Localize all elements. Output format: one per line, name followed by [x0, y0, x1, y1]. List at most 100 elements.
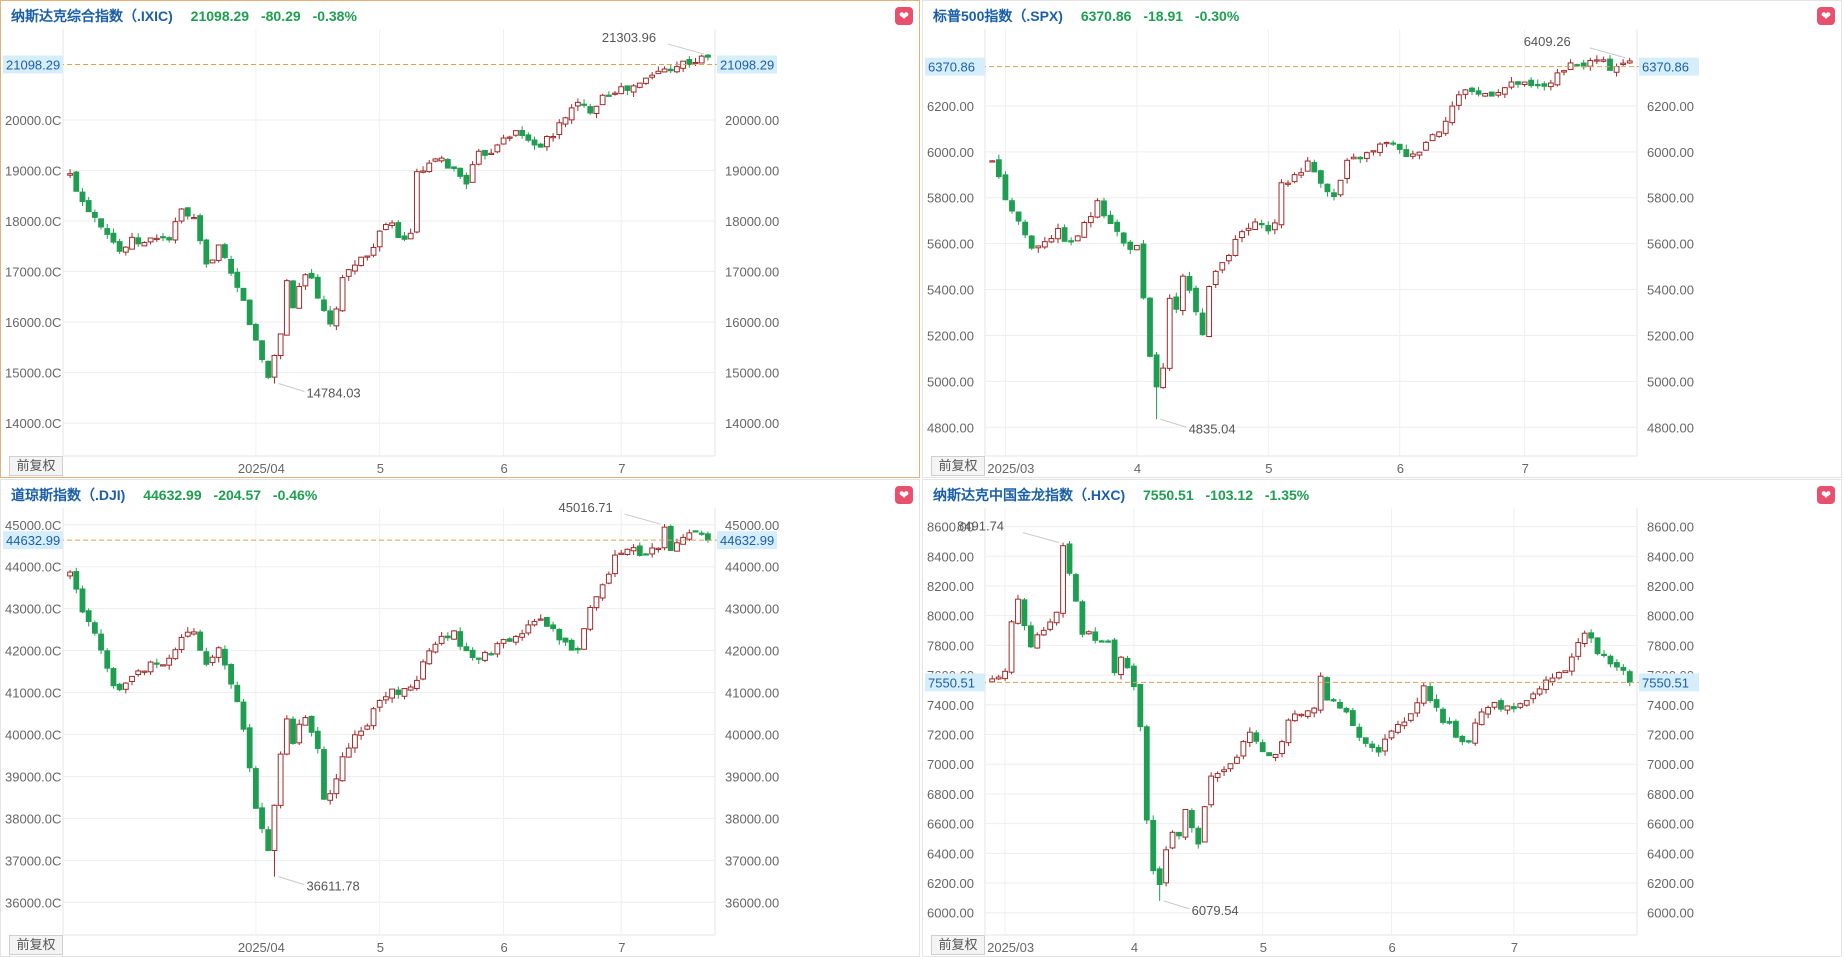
candle	[209, 654, 216, 666]
candle	[1504, 705, 1511, 715]
candle	[395, 220, 402, 238]
candle	[209, 259, 216, 264]
candle	[680, 534, 687, 545]
candlestick-chart[interactable]: 36000.0C 36000.00 37000.0C 37000.00 38000.0C…	[1, 480, 920, 957]
y-tick-label-right: 5600.00	[1647, 237, 1694, 252]
x-tick-label: 5	[377, 940, 384, 955]
candle	[1588, 629, 1595, 643]
candle	[1225, 253, 1232, 265]
heart-icon[interactable]: ❤	[895, 486, 913, 504]
candle	[302, 715, 309, 726]
candle	[296, 719, 303, 746]
y-tick-label-left: 36000.0C	[5, 895, 61, 910]
candle	[401, 688, 408, 700]
y-tick-label-left: 14000.0C	[5, 416, 61, 431]
current-price-tag-right	[1639, 57, 1699, 76]
candle	[1107, 210, 1114, 225]
adjust-mode-button[interactable]: 前复权	[931, 935, 985, 955]
candle	[1002, 171, 1009, 201]
current-price-label: 44632.99	[6, 533, 60, 548]
candle	[98, 218, 104, 230]
current-price-tag-right	[717, 55, 777, 74]
candle	[1186, 271, 1193, 294]
panel-header: 纳斯达克中国金龙指数（.HXC) 7550.51 -103.12 -1.35%	[933, 485, 1317, 505]
y-tick-label-right: 45000.00	[725, 518, 779, 533]
current-price-label: 21098.29	[6, 57, 60, 72]
y-tick-label-right: 8400.00	[1647, 549, 1694, 564]
candle	[203, 238, 210, 268]
candle	[1092, 627, 1099, 644]
chart-panel-dji[interactable]: 道琼斯指数（.DJI) 44632.99 -204.57 -0.46% ❤ 36…	[0, 479, 920, 957]
candle	[1111, 637, 1118, 676]
candle	[1166, 294, 1173, 372]
y-tick-label-right: 39000.00	[725, 769, 779, 784]
candle	[1343, 706, 1350, 714]
y-tick-label-right: 41000.00	[725, 686, 779, 701]
candle	[283, 715, 290, 756]
candle	[1382, 734, 1388, 756]
candle	[1266, 751, 1273, 757]
candle	[550, 621, 556, 632]
candle	[1453, 719, 1459, 739]
y-tick-label-left: 8200.00	[927, 579, 974, 594]
candles	[67, 524, 711, 877]
candle	[1395, 720, 1401, 735]
candle	[426, 159, 433, 173]
candle	[1317, 169, 1324, 188]
candle	[1350, 153, 1357, 160]
x-tick-label: 4	[1131, 940, 1138, 955]
chart-panel-hxc[interactable]: 纳斯达克中国金龙指数（.HXC) 7550.51 -103.12 -1.35% …	[922, 479, 1842, 957]
high-label: 45016.71	[559, 500, 613, 515]
candle	[395, 686, 402, 699]
candle	[98, 629, 104, 655]
adjust-mode-button[interactable]: 前复权	[9, 935, 63, 955]
candle	[1554, 68, 1561, 87]
candle	[1449, 101, 1456, 126]
heart-icon[interactable]: ❤	[1817, 486, 1835, 504]
candle	[1041, 236, 1048, 250]
chart-panel-spx[interactable]: 标普500指数（.SPX) 6370.86 -18.91 -0.30% ❤ 48…	[922, 0, 1842, 478]
candlestick-chart[interactable]: 4800.00 4800.00 5000.00 5000.00 5200.00 5200.…	[923, 1, 1842, 478]
candle	[1081, 220, 1088, 239]
candle	[1137, 683, 1144, 732]
candle	[513, 634, 519, 646]
candle	[67, 570, 73, 580]
candle	[643, 553, 649, 556]
current-price-tag-right	[1639, 673, 1699, 692]
heart-icon[interactable]: ❤	[895, 7, 913, 25]
chart-panel-ixic[interactable]: 纳斯达克综合指数（.IXIC) 21098.29 -80.29 -0.38% ❤…	[0, 0, 920, 478]
candle	[1574, 63, 1581, 67]
candle	[1465, 739, 1472, 744]
y-tick-label-right: 44000.00	[725, 560, 779, 575]
y-tick-label-left: 5400.00	[927, 283, 974, 298]
candle	[314, 726, 321, 754]
candle	[246, 723, 253, 773]
candle	[73, 567, 80, 594]
candle	[1407, 713, 1414, 723]
candle	[172, 647, 179, 661]
candle	[1409, 150, 1416, 160]
candlestick-chart[interactable]: 6000.00 6000.00 6200.00 6200.00 6400.00 6400.…	[923, 480, 1842, 957]
y-tick-label-left: 7000.00	[927, 757, 974, 772]
candle	[1521, 81, 1528, 87]
current-price-label: 7550.51	[1642, 675, 1689, 690]
candle	[376, 230, 383, 252]
y-tick-label-right: 8600.00	[1647, 520, 1694, 535]
candle	[364, 723, 371, 731]
y-tick-label-right: 6800.00	[1647, 787, 1694, 802]
heart-icon[interactable]: ❤	[1817, 7, 1835, 25]
candle	[432, 157, 439, 163]
candle	[667, 524, 674, 551]
candle	[612, 90, 618, 96]
candle	[1124, 655, 1131, 669]
candle	[1133, 244, 1140, 251]
candle	[339, 752, 346, 782]
candle	[655, 547, 662, 553]
y-tick-label-left: 18000.0C	[5, 214, 61, 229]
y-tick-label-left: 43000.0C	[5, 602, 61, 617]
y-tick-label-left: 44000.0C	[5, 560, 61, 575]
adjust-mode-button[interactable]: 前复权	[9, 456, 63, 476]
high-label: 6409.26	[1524, 34, 1571, 49]
adjust-mode-button[interactable]: 前复权	[931, 456, 985, 476]
candlestick-chart[interactable]: 14000.0C 14000.00 15000.0C 15000.00 16000.0C…	[1, 1, 920, 478]
